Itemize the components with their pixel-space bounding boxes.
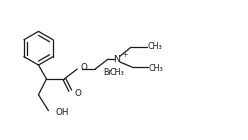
Text: ⁻: ⁻ (115, 68, 119, 74)
Text: CH₃: CH₃ (110, 68, 124, 77)
Text: CH₃: CH₃ (149, 64, 163, 73)
Text: OH: OH (55, 108, 69, 117)
Text: +: + (122, 52, 127, 58)
Text: CH₃: CH₃ (148, 42, 162, 51)
Text: N: N (114, 55, 121, 64)
Text: O: O (74, 89, 81, 98)
Text: O: O (80, 63, 87, 72)
Text: Br: Br (104, 68, 113, 77)
